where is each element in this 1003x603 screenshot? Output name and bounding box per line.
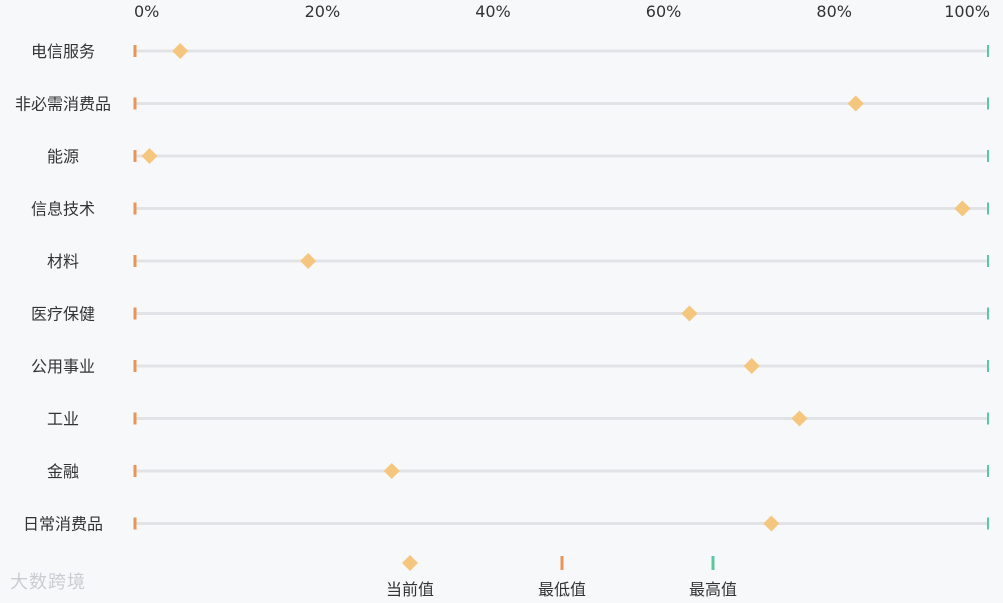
current-value-marker xyxy=(847,95,864,112)
x-tick-label: 20% xyxy=(305,2,341,21)
category-label: 非必需消费品 xyxy=(15,95,111,114)
x-tick-label: 100% xyxy=(944,2,990,21)
current-value-marker xyxy=(172,43,189,59)
category-label: 工业 xyxy=(47,410,79,429)
x-tick-label: 0% xyxy=(134,2,159,21)
category-label: 金融 xyxy=(47,462,79,481)
x-tick-label: 40% xyxy=(475,2,511,21)
watermark: 大数跨境 xyxy=(10,572,86,593)
category-row: 医疗保健 xyxy=(31,305,989,324)
category-row: 电信服务 xyxy=(31,42,989,61)
category-row: 非必需消费品 xyxy=(15,95,989,114)
current-value-marker xyxy=(300,253,317,269)
category-label: 医疗保健 xyxy=(31,305,95,324)
legend: 当前值 最低值 最高值 xyxy=(386,555,737,599)
category-label: 日常消费品 xyxy=(23,515,103,534)
legend-item[interactable]: 最低值 xyxy=(538,556,586,599)
legend-item[interactable]: 最高值 xyxy=(689,556,737,599)
category-label: 公用事业 xyxy=(31,357,95,376)
current-value-marker xyxy=(954,200,971,217)
x-axis-ticks: 0% 20% 40% 60% 80% 100% xyxy=(134,2,990,21)
current-value-marker xyxy=(383,463,400,479)
category-row: 能源 xyxy=(47,147,989,166)
category-label: 材料 xyxy=(47,252,79,271)
category-row: 信息技术 xyxy=(31,200,989,219)
category-row: 日常消费品 xyxy=(23,515,989,534)
x-tick-label: 60% xyxy=(646,2,682,21)
category-label: 信息技术 xyxy=(31,200,95,219)
category-row: 金融 xyxy=(47,462,989,481)
legend-label: 最高值 xyxy=(689,580,737,599)
current-value-marker xyxy=(681,305,698,322)
x-tick-label: 80% xyxy=(816,2,852,21)
legend-label: 当前值 xyxy=(386,580,434,599)
legend-diamond-icon xyxy=(402,555,418,571)
category-row: 公用事业 xyxy=(31,357,989,376)
current-value-marker xyxy=(743,358,760,374)
current-value-marker xyxy=(763,515,780,532)
category-row: 材料 xyxy=(47,252,989,271)
current-value-marker xyxy=(141,148,158,164)
category-row: 工业 xyxy=(47,410,989,429)
current-value-marker xyxy=(791,410,808,427)
category-label: 电信服务 xyxy=(31,42,95,61)
legend-label: 最低值 xyxy=(538,580,586,599)
category-label: 能源 xyxy=(47,147,79,166)
legend-item[interactable]: 当前值 xyxy=(386,555,434,599)
